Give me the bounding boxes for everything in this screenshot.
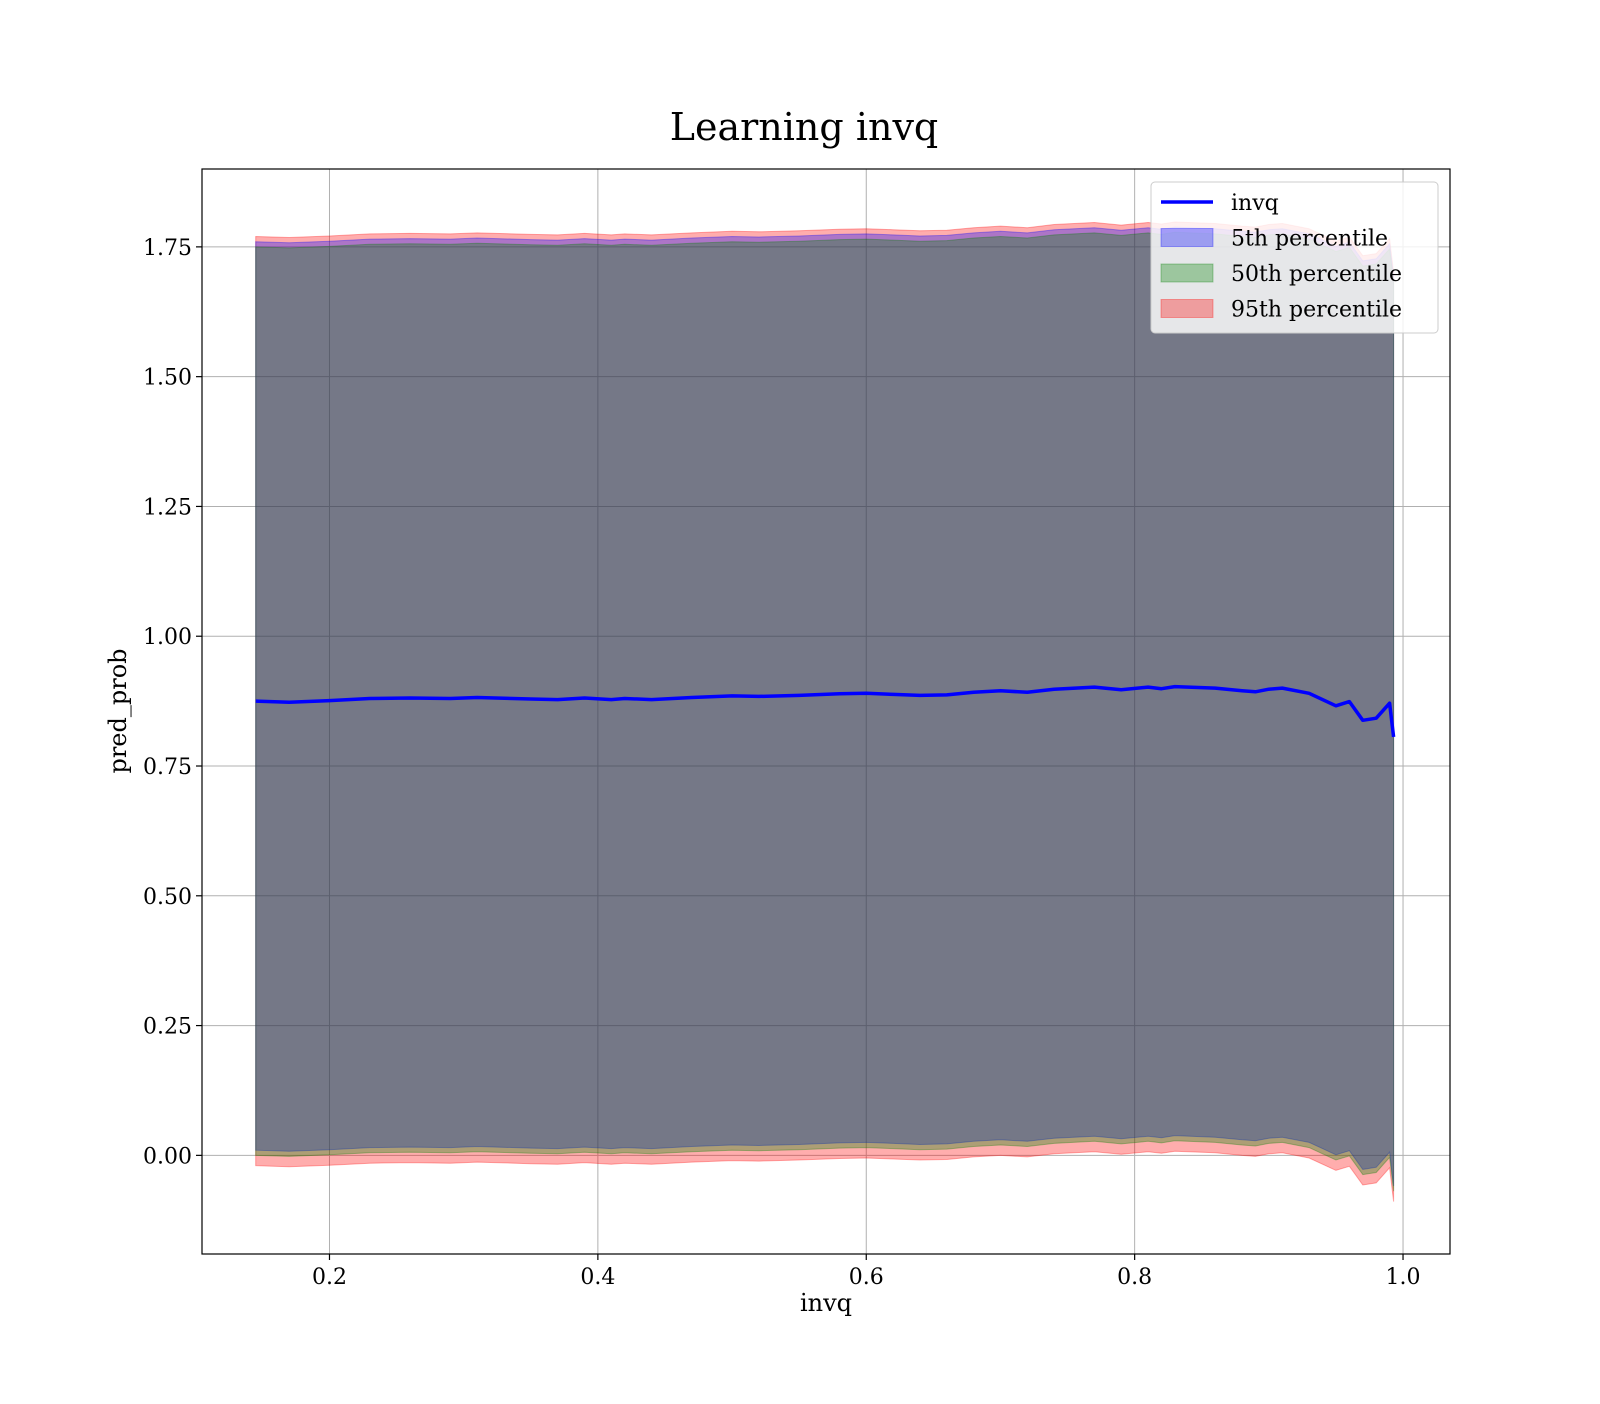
y-axis-label: pred_prob <box>104 648 132 773</box>
legend-patch-swatch <box>1160 299 1214 318</box>
ticks-layer: 0.2 0.4 0.6 0.8 1.0 0.00 0.25 0.50 0.75 1.00 1.25 1… <box>143 236 1421 1290</box>
x-tick-label: 0.8 <box>1117 1265 1152 1290</box>
band-5th-percentile <box>255 226 1395 1187</box>
x-tick-label: 0.4 <box>580 1265 615 1290</box>
plot-frame <box>201 168 1451 1255</box>
series-line-invq <box>255 684 1396 738</box>
lines-layer <box>255 684 1396 738</box>
y-tick-label: 0.25 <box>143 1015 192 1040</box>
y-tick-label: 0.75 <box>143 755 192 780</box>
y-tick-label: 0.50 <box>143 885 192 910</box>
y-tick-label: 1.00 <box>143 625 192 650</box>
band-50th-percentile <box>255 231 1395 1192</box>
legend-entry-label: 50th percentile <box>1231 262 1402 287</box>
bands-layer <box>255 221 1395 1202</box>
legend-patch-swatch <box>1160 263 1214 283</box>
x-tick-label: 0.6 <box>849 1265 884 1290</box>
y-tick-label: 1.50 <box>143 366 192 391</box>
legend-entry-label: 5th percentile <box>1231 227 1388 252</box>
y-tick-label: 1.25 <box>143 495 192 520</box>
chart-title: Learning invq <box>670 105 938 149</box>
band-95th-percentile <box>255 221 1395 1202</box>
y-tick-label: 0.00 <box>143 1144 192 1169</box>
x-tick-label: 0.2 <box>312 1265 347 1290</box>
x-tick-label: 1.0 <box>1386 1265 1421 1290</box>
legend: invq 5th percentile 50th percentile 95th pe… <box>1150 181 1439 334</box>
legend-patch-swatch <box>1160 228 1214 247</box>
legend-entry-label: invq <box>1231 191 1279 216</box>
y-tick-label: 1.75 <box>143 236 192 261</box>
legend-entry-label: 95th percentile <box>1231 298 1402 323</box>
x-axis-label: invq <box>800 1289 852 1317</box>
legend-box <box>1150 181 1439 334</box>
